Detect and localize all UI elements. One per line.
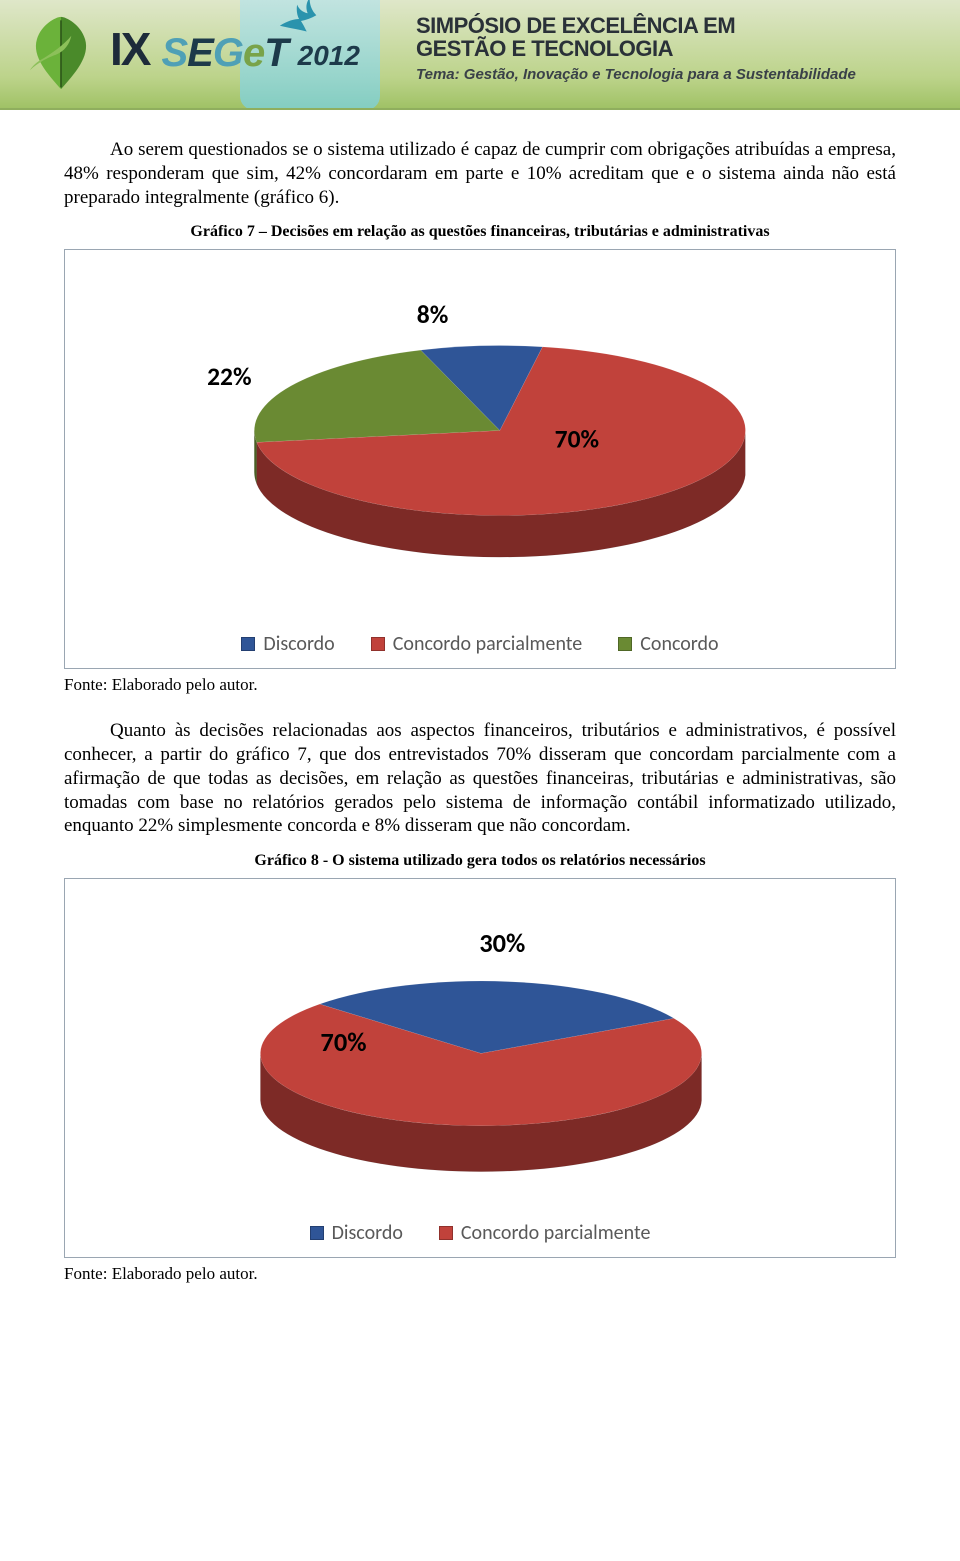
seget-wordmark: SEGeT xyxy=(161,31,287,75)
source-chart8: Fonte: Elaborado pelo autor. xyxy=(64,1264,896,1284)
chart8-legend: Discordo Concordo parcialmente xyxy=(81,1221,879,1245)
leaf-icon xyxy=(18,10,104,96)
svg-text:70%: 70% xyxy=(555,424,599,455)
legend-swatch xyxy=(439,1226,453,1240)
legend-swatch xyxy=(371,637,385,651)
legend-swatch xyxy=(310,1226,324,1240)
paragraph-1: Ao serem questionados se o sistema utili… xyxy=(64,138,896,209)
legend-swatch xyxy=(618,637,632,651)
paragraph-2: Quanto às decisões relacionadas aos aspe… xyxy=(64,719,896,838)
legend-label: Concordo xyxy=(640,632,718,656)
banner-title-line2: GESTÃO E TECNOLOGIA xyxy=(416,37,936,60)
banner-titles: SIMPÓSIO DE EXCELÊNCIA EM GESTÃO E TECNO… xyxy=(416,14,936,83)
seget-logo-block: IX SEGeT 2012 xyxy=(110,22,360,76)
legend-item: Concordo parcialmente xyxy=(371,632,583,656)
pie-chart-8: 30% 70% xyxy=(81,899,881,1199)
svg-text:8%: 8% xyxy=(417,299,449,330)
svg-text:22%: 22% xyxy=(207,361,251,392)
legend-item: Discordo xyxy=(241,632,334,656)
legend-item: Discordo xyxy=(310,1221,403,1245)
pie-chart-7: 22% 8% 70% xyxy=(81,270,881,610)
caption-chart7: Gráfico 7 – Decisões em relação as quest… xyxy=(64,223,896,241)
legend-label: Concordo parcialmente xyxy=(393,632,583,656)
legend-item: Concordo parcialmente xyxy=(439,1221,651,1245)
chart8-frame: 30% 70% Discordo Concordo parcialmente xyxy=(64,878,896,1258)
legend-item: Concordo xyxy=(618,632,718,656)
legend-label: Discordo xyxy=(263,632,334,656)
page-content: Ao serem questionados se o sistema utili… xyxy=(0,110,960,1348)
svg-text:30%: 30% xyxy=(479,928,525,960)
caption-chart8: Gráfico 8 - O sistema utilizado gera tod… xyxy=(64,852,896,870)
source-chart7: Fonte: Elaborado pelo autor. xyxy=(64,675,896,695)
chart7-frame: 22% 8% 70% Discordo Concordo parcialmente Co… xyxy=(64,249,896,669)
banner-subtitle: Tema: Gestão, Inovação e Tecnologia para… xyxy=(416,66,936,83)
chart7-legend: Discordo Concordo parcialmente Concordo xyxy=(81,632,879,656)
banner-title-line1: SIMPÓSIO DE EXCELÊNCIA EM xyxy=(416,14,936,37)
legend-label: Discordo xyxy=(332,1221,403,1245)
legend-swatch xyxy=(241,637,255,651)
svg-text:70%: 70% xyxy=(320,1027,366,1059)
year-label: 2012 xyxy=(298,40,360,72)
legend-label: Concordo parcialmente xyxy=(461,1221,651,1245)
header-banner: IX SEGeT 2012 SIMPÓSIO DE EXCELÊNCIA EM … xyxy=(0,0,960,110)
roman-numeral: IX xyxy=(110,22,149,76)
